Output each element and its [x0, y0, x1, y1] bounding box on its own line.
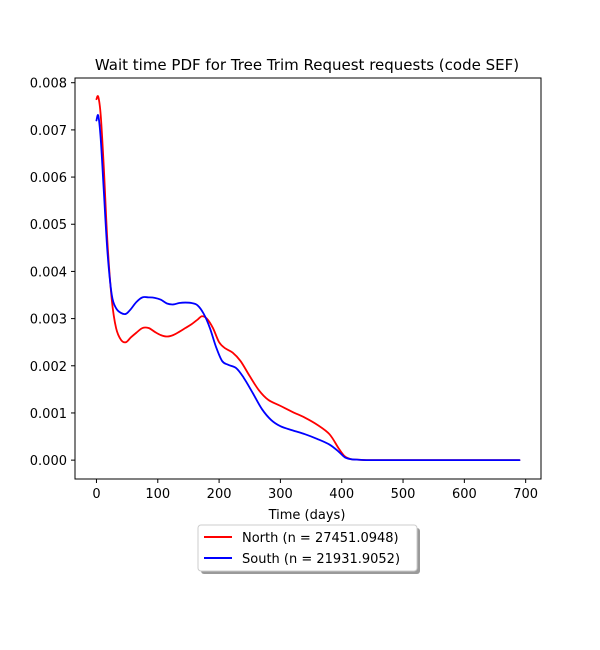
y-tick-label: 0.004: [30, 265, 67, 280]
x-tick-label: 400: [329, 487, 354, 502]
y-tick-label: 0.001: [30, 407, 67, 422]
y-tick-label: 0.006: [30, 171, 67, 186]
y-tick-label: 0.005: [30, 218, 67, 233]
legend: North (n = 27451.0948) South (n = 21931.…: [197, 524, 420, 574]
x-tick-label: 500: [391, 487, 416, 502]
series-layer: [95, 95, 521, 462]
x-tick-label: 600: [452, 487, 477, 502]
x-axis-label: Time (days): [268, 508, 346, 523]
plot-background: [75, 78, 541, 479]
x-tick-label: 700: [513, 487, 538, 502]
x-tick-label: 300: [268, 487, 293, 502]
x-tick-label: 0: [92, 487, 100, 502]
x-tick-label: 100: [145, 487, 170, 502]
legend-label-north: North (n = 27451.0948): [242, 531, 399, 546]
y-tick-label: 0.002: [30, 360, 67, 375]
x-tick-label: 200: [207, 487, 232, 502]
x-axis: 0 100 200 300 400 500 600 700: [92, 479, 538, 502]
y-tick-label: 0.007: [30, 124, 67, 139]
plot-area: [74, 77, 542, 480]
legend-label-south: South (n = 21931.9052): [242, 552, 400, 567]
series-line-south: [95, 114, 521, 462]
y-tick-label: 0.008: [30, 77, 67, 92]
y-axis: 0.000 0.001 0.002 0.003 0.004 0.005 0.006 0.007…: [30, 77, 75, 469]
chart-title: Wait time PDF for Tree Trim Request requ…: [95, 56, 519, 74]
y-tick-label: 0.000: [30, 454, 67, 469]
plot-frame: [74, 77, 542, 480]
y-tick-label: 0.003: [30, 313, 67, 328]
legend-box: [197, 524, 418, 572]
